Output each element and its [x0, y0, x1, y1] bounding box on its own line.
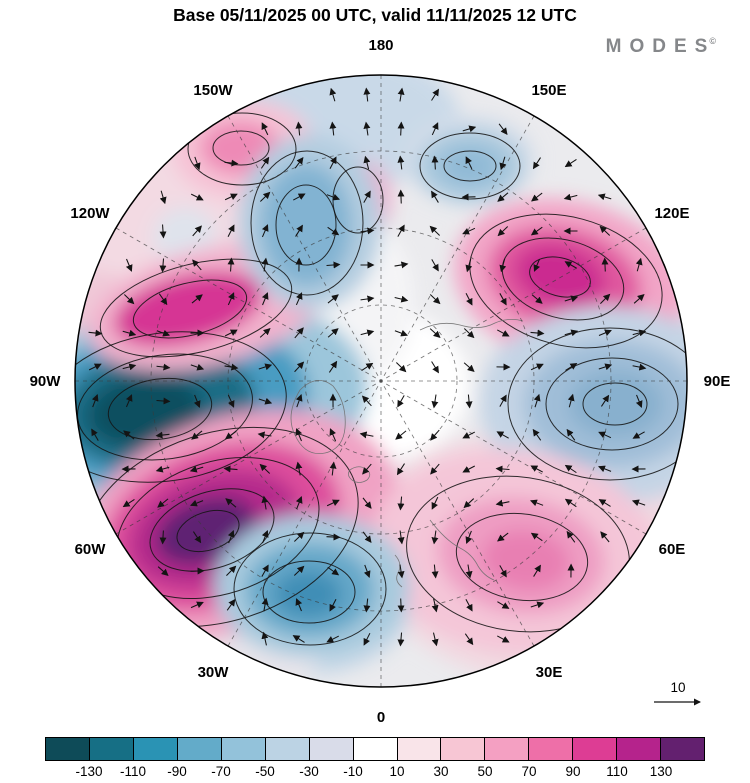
longitude-label: 60W: [75, 541, 107, 558]
longitude-label: 0: [377, 709, 385, 726]
wind-vectors: [88, 87, 647, 647]
longitude-label: 90W: [30, 373, 62, 390]
colorbar-tick-label: -90: [167, 764, 187, 779]
longitude-label: 60E: [659, 541, 686, 558]
colorbar-cell: [133, 738, 178, 760]
colorbar-tick-label: -70: [211, 764, 231, 779]
longitude-labels: 180 150E 120E 90E 60E 30E 0 30W 60W 90W 120W 150W: [30, 37, 731, 726]
colorbar-cell: [265, 738, 310, 760]
chart-title: Base 05/11/2025 00 UTC, valid 11/11/2025…: [173, 5, 577, 25]
contour-lines: [75, 112, 687, 646]
longitude-label: 180: [368, 37, 393, 54]
colorbar-tick-label: 30: [433, 764, 449, 779]
colorbar-tick-label: 110: [606, 764, 628, 779]
anomaly-field: [75, 75, 687, 687]
colorbar-tick-label: 90: [565, 764, 581, 779]
longitude-label: 150W: [193, 82, 233, 99]
modes-logo-text: MODES: [605, 36, 716, 57]
colorbar-tick-label: -110: [119, 764, 147, 779]
colorbar-cell: [573, 738, 618, 760]
colorbar-cell: [89, 738, 134, 760]
colorbar-cell: [353, 738, 398, 760]
colorbar-cell: [397, 738, 442, 760]
copyright-mark: ©: [709, 36, 716, 46]
longitude-label: 90E: [704, 373, 731, 390]
longitude-label: 120W: [70, 205, 110, 222]
colorbar-tick-labels: -130 -110 -90 -70 -50 -30 -10 10 30 50 70 90 110 130: [45, 764, 705, 782]
colorbar: -130 -110 -90 -70 -50 -30 -10 10 30 50 70 90 110 130: [45, 737, 705, 782]
colorbar-cell: [309, 738, 354, 760]
colorbar-cells: [45, 737, 705, 761]
colorbar-tick-label: 50: [477, 764, 493, 779]
colorbar-cell: [46, 738, 90, 760]
colorbar-cell: [617, 738, 662, 760]
colorbar-tick-label: -30: [299, 764, 319, 779]
map-boundary: [74, 74, 688, 688]
colorbar-tick-label: 10: [389, 764, 405, 779]
colorbar-tick-label: -130: [75, 764, 103, 779]
wind-scale: 10: [646, 680, 710, 711]
colorbar-cell: [441, 738, 486, 760]
colorbar-cell: [485, 738, 530, 760]
colorbar-tick-label: 130: [649, 764, 673, 779]
wind-scale-arrow-icon: [654, 698, 701, 706]
longitude-label: 120E: [654, 205, 689, 222]
longitude-label: 150E: [531, 82, 566, 99]
colorbar-cell: [529, 738, 574, 760]
colorbar-cell: [661, 738, 705, 760]
wind-scale-label: 10: [670, 680, 686, 695]
colorbar-tick-label: -50: [255, 764, 275, 779]
longitude-label: 30E: [536, 664, 563, 681]
modes-logo: MODES©: [606, 36, 716, 58]
polar-anomaly-map: 180 150E 120E 90E 60E 30E 0 30W 60W 90W 120W 150W: [30, 37, 731, 726]
graticule: [75, 75, 687, 687]
colorbar-tick-label: -10: [343, 764, 363, 779]
colorbar-tick-label: 70: [521, 764, 537, 779]
colorbar-cell: [177, 738, 222, 760]
longitude-label: 30W: [198, 664, 230, 681]
colorbar-cell: [221, 738, 266, 760]
